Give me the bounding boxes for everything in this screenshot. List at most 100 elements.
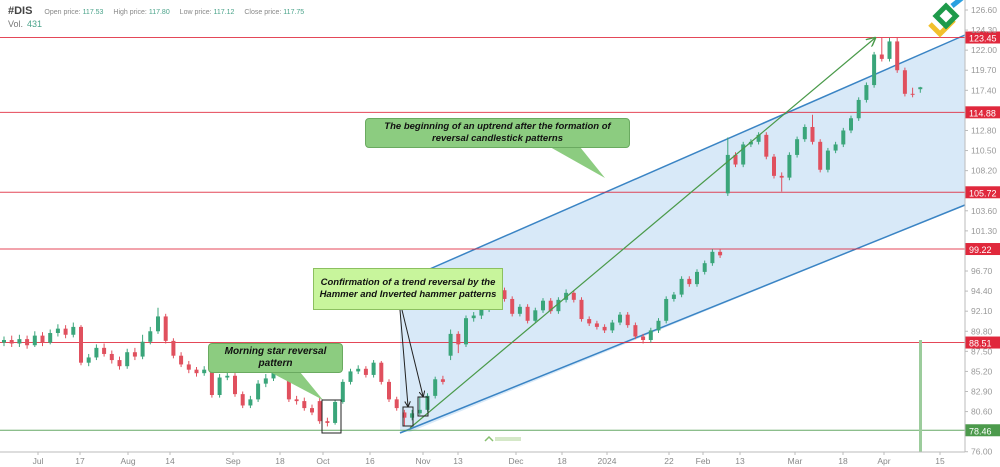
candle-body — [718, 251, 723, 256]
candle-body — [132, 352, 137, 357]
price-tick-label: 89.80 — [971, 326, 993, 336]
morning-star-annotation[interactable]: Morning star reversal pattern — [208, 343, 343, 373]
candle-body — [271, 370, 276, 379]
price-tick-label: 92.10 — [971, 306, 993, 316]
level-price-tag — [965, 186, 1000, 199]
uptrend-annotation[interactable]: The beginning of an uptrend after the fo… — [365, 118, 630, 148]
candle-body — [356, 368, 361, 372]
time-tick-label: Dec — [508, 456, 524, 466]
volume-info: Vol. 431 — [8, 19, 42, 29]
time-tick-label: 17 — [75, 456, 85, 466]
candle-body — [695, 271, 699, 285]
candle-body — [810, 126, 815, 142]
price-axis[interactable]: 123.45 114.88 105.72 99.22 88.51 78.46 126.60 1… — [0, 0, 1000, 457]
price-tick-label: 108.20 — [971, 166, 997, 176]
morning-star-box — [321, 399, 342, 434]
candle-body — [656, 320, 661, 331]
close-label: Close price: — [244, 9, 282, 16]
candle-body — [748, 141, 753, 145]
hammer-pointer — [399, 309, 408, 406]
time-tick-label: 18 — [838, 456, 848, 466]
candle-body — [772, 156, 776, 176]
time-tick-label: 18 — [275, 456, 285, 466]
hammer-annotation[interactable]: Confirmation of a trend reversal by the … — [313, 268, 503, 310]
candle-body — [117, 360, 122, 367]
trend-channel — [399, 34, 966, 434]
price-tick-label: 126.60 — [971, 5, 997, 15]
candle-body — [240, 394, 245, 406]
candle-body — [371, 362, 376, 375]
candle-body — [179, 355, 184, 365]
candle-body — [517, 306, 522, 314]
channel-lower-line — [399, 204, 966, 434]
price-tick-label: 117.40 — [971, 85, 997, 95]
candle-body — [618, 314, 622, 323]
candle-body — [148, 331, 153, 342]
candle-body — [710, 251, 715, 264]
candle-body — [533, 310, 538, 321]
candle-body — [163, 316, 168, 341]
level-price-label: 114.88 — [969, 108, 996, 118]
candle-body — [671, 294, 676, 299]
candle-body — [86, 357, 91, 363]
candle-body — [818, 141, 823, 170]
candle-body — [525, 306, 530, 321]
level-price-tag — [965, 243, 1000, 256]
low-value: 117.12 — [213, 9, 235, 16]
candle-body — [510, 298, 515, 314]
candle-body — [787, 154, 792, 178]
candle-body — [348, 371, 353, 382]
high-label: High price: — [113, 9, 147, 16]
high-value: 117.80 — [148, 9, 170, 16]
candle-body — [864, 85, 869, 100]
candle-body — [171, 340, 176, 356]
candle-body — [910, 93, 915, 95]
candle-body — [256, 383, 261, 400]
time-tick-label: 18 — [557, 456, 567, 466]
level-price-label: 105.72 — [969, 188, 997, 198]
candle-body — [333, 401, 338, 423]
candle-body — [225, 375, 230, 378]
candle-body — [918, 87, 923, 90]
candle-body — [194, 369, 199, 374]
candle-body — [541, 300, 545, 311]
time-tick-label: Jul — [33, 456, 44, 466]
time-tick-label: 22 — [664, 456, 674, 466]
candle-body — [679, 278, 684, 295]
price-tick-label: 82.90 — [971, 387, 993, 397]
candle-body — [502, 290, 507, 299]
price-tick-label: 112.80 — [971, 125, 997, 135]
candle-body — [79, 326, 83, 363]
candle-body — [317, 401, 322, 422]
candle-body — [302, 401, 307, 409]
price-tick-label: 110.50 — [971, 146, 997, 156]
morning-star-callout-pointer — [270, 372, 323, 400]
time-tick-label: Oct — [316, 456, 330, 466]
candle-body — [741, 144, 746, 165]
candle-body — [94, 347, 99, 358]
price-tick-label: 80.60 — [971, 407, 993, 417]
candle-body — [879, 54, 884, 59]
level-price-label: 123.45 — [969, 33, 997, 43]
candle-body — [32, 335, 37, 346]
time-tick-label: 13 — [735, 456, 745, 466]
watermark-logo — [484, 435, 521, 442]
open-value: 117.53 — [82, 9, 104, 16]
candle-body — [795, 139, 800, 155]
price-tick-label: 85.20 — [971, 366, 993, 376]
candle-body — [140, 341, 145, 357]
candle-body — [779, 175, 784, 178]
candle-body — [841, 130, 846, 145]
candle-body — [902, 70, 907, 94]
candle-body — [872, 54, 877, 86]
level-price-tag — [965, 424, 1000, 437]
price-tick-label: 87.50 — [971, 346, 993, 356]
candle-body — [610, 322, 615, 331]
candle-body — [109, 353, 114, 361]
uptrend-arrow — [409, 38, 875, 429]
time-tick-label: 14 — [165, 456, 175, 466]
time-axis[interactable]: Jul 17 Aug 14 Sep 18 Oct 16 Nov 13 Dec 18 2024 22 Feb 1… — [33, 452, 945, 466]
candle-body — [186, 364, 191, 370]
candle-body — [387, 381, 391, 400]
